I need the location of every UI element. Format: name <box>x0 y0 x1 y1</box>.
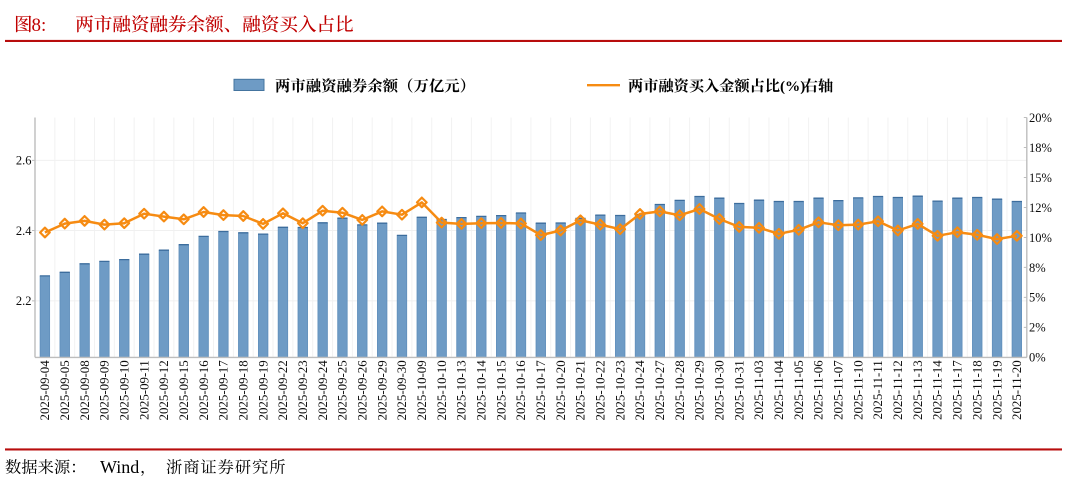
svg-text:2025-09-18: 2025-09-18 <box>236 360 250 420</box>
svg-text:2025-10-23: 2025-10-23 <box>613 360 627 420</box>
svg-text:2025-10-13: 2025-10-13 <box>455 360 469 420</box>
svg-text:2025-10-29: 2025-10-29 <box>693 360 707 420</box>
svg-text:2025-09-23: 2025-09-23 <box>296 360 310 420</box>
svg-text:2025-09-17: 2025-09-17 <box>217 360 231 421</box>
svg-text:2025-11-19: 2025-11-19 <box>990 360 1004 420</box>
svg-text:18%: 18% <box>1029 141 1052 155</box>
svg-text:2025-09-04: 2025-09-04 <box>38 360 52 421</box>
svg-text:2025-09-26: 2025-09-26 <box>355 360 369 421</box>
svg-text:2%: 2% <box>1029 321 1046 335</box>
svg-text:2025-11-06: 2025-11-06 <box>812 360 826 420</box>
svg-text:2025-11-11: 2025-11-11 <box>871 360 885 419</box>
svg-text:2025-11-13: 2025-11-13 <box>911 360 925 420</box>
svg-text:2025-10-27: 2025-10-27 <box>653 360 667 421</box>
svg-text:2025-10-16: 2025-10-16 <box>514 360 528 421</box>
svg-text:2025-11-04: 2025-11-04 <box>772 360 786 420</box>
svg-text:2025-10-24: 2025-10-24 <box>633 360 647 421</box>
svg-text:8:: 8: <box>32 15 47 36</box>
svg-text:2025-09-12: 2025-09-12 <box>157 360 171 420</box>
svg-text:2025-10-10: 2025-10-10 <box>435 360 449 420</box>
svg-text:5%: 5% <box>1029 291 1046 305</box>
svg-text:2025-10-09: 2025-10-09 <box>415 360 429 420</box>
svg-text:2025-09-09: 2025-09-09 <box>98 360 112 420</box>
svg-text:2025-10-31: 2025-10-31 <box>732 360 746 420</box>
svg-text:2025-10-17: 2025-10-17 <box>534 360 548 421</box>
svg-text:2025-09-19: 2025-09-19 <box>256 360 270 420</box>
svg-text:2025-10-28: 2025-10-28 <box>673 360 687 420</box>
svg-text:2025-11-05: 2025-11-05 <box>792 360 806 420</box>
svg-text:2025-10-15: 2025-10-15 <box>494 360 508 420</box>
svg-text:2.6: 2.6 <box>16 154 32 168</box>
svg-text:2.2: 2.2 <box>16 294 32 308</box>
svg-text:20%: 20% <box>1029 111 1052 125</box>
svg-text:2025-09-29: 2025-09-29 <box>375 360 389 420</box>
svg-text:2025-11-14: 2025-11-14 <box>931 360 945 420</box>
svg-text:2025-11-12: 2025-11-12 <box>891 360 905 420</box>
svg-text:2025-10-30: 2025-10-30 <box>713 360 727 420</box>
svg-text:2025-09-10: 2025-09-10 <box>117 360 131 420</box>
svg-text:2025-09-30: 2025-09-30 <box>395 360 409 420</box>
svg-text:2.4: 2.4 <box>16 224 32 238</box>
svg-text:2025-11-20: 2025-11-20 <box>1010 360 1024 420</box>
svg-text:2025-11-03: 2025-11-03 <box>752 360 766 420</box>
svg-text:2025-09-25: 2025-09-25 <box>336 360 350 420</box>
svg-text:2025-11-17: 2025-11-17 <box>951 360 965 420</box>
svg-text:10%: 10% <box>1029 231 1052 245</box>
svg-text:2025-09-08: 2025-09-08 <box>78 360 92 420</box>
svg-text:2025-11-07: 2025-11-07 <box>832 360 846 420</box>
svg-text:2025-09-15: 2025-09-15 <box>177 360 191 420</box>
svg-text:2025-10-14: 2025-10-14 <box>475 360 489 421</box>
svg-text:2025-10-21: 2025-10-21 <box>574 360 588 420</box>
svg-text:12%: 12% <box>1029 201 1052 215</box>
svg-text:8%: 8% <box>1029 261 1046 275</box>
svg-text:2025-09-05: 2025-09-05 <box>58 360 72 420</box>
svg-text:2025-09-16: 2025-09-16 <box>197 360 211 421</box>
svg-text:0%: 0% <box>1029 351 1046 365</box>
svg-text:2025-11-18: 2025-11-18 <box>970 360 984 420</box>
svg-text:(%): (%) <box>780 78 805 95</box>
svg-text:15%: 15% <box>1029 171 1052 185</box>
svg-text:Wind: Wind <box>100 457 139 477</box>
svg-text:2025-11-10: 2025-11-10 <box>851 360 865 420</box>
svg-text:2025-10-22: 2025-10-22 <box>594 360 608 420</box>
svg-text:2025-09-11: 2025-09-11 <box>137 360 151 420</box>
svg-text:2025-09-24: 2025-09-24 <box>316 360 330 421</box>
svg-text:2025-09-22: 2025-09-22 <box>276 360 290 420</box>
svg-text:2025-10-20: 2025-10-20 <box>554 360 568 420</box>
